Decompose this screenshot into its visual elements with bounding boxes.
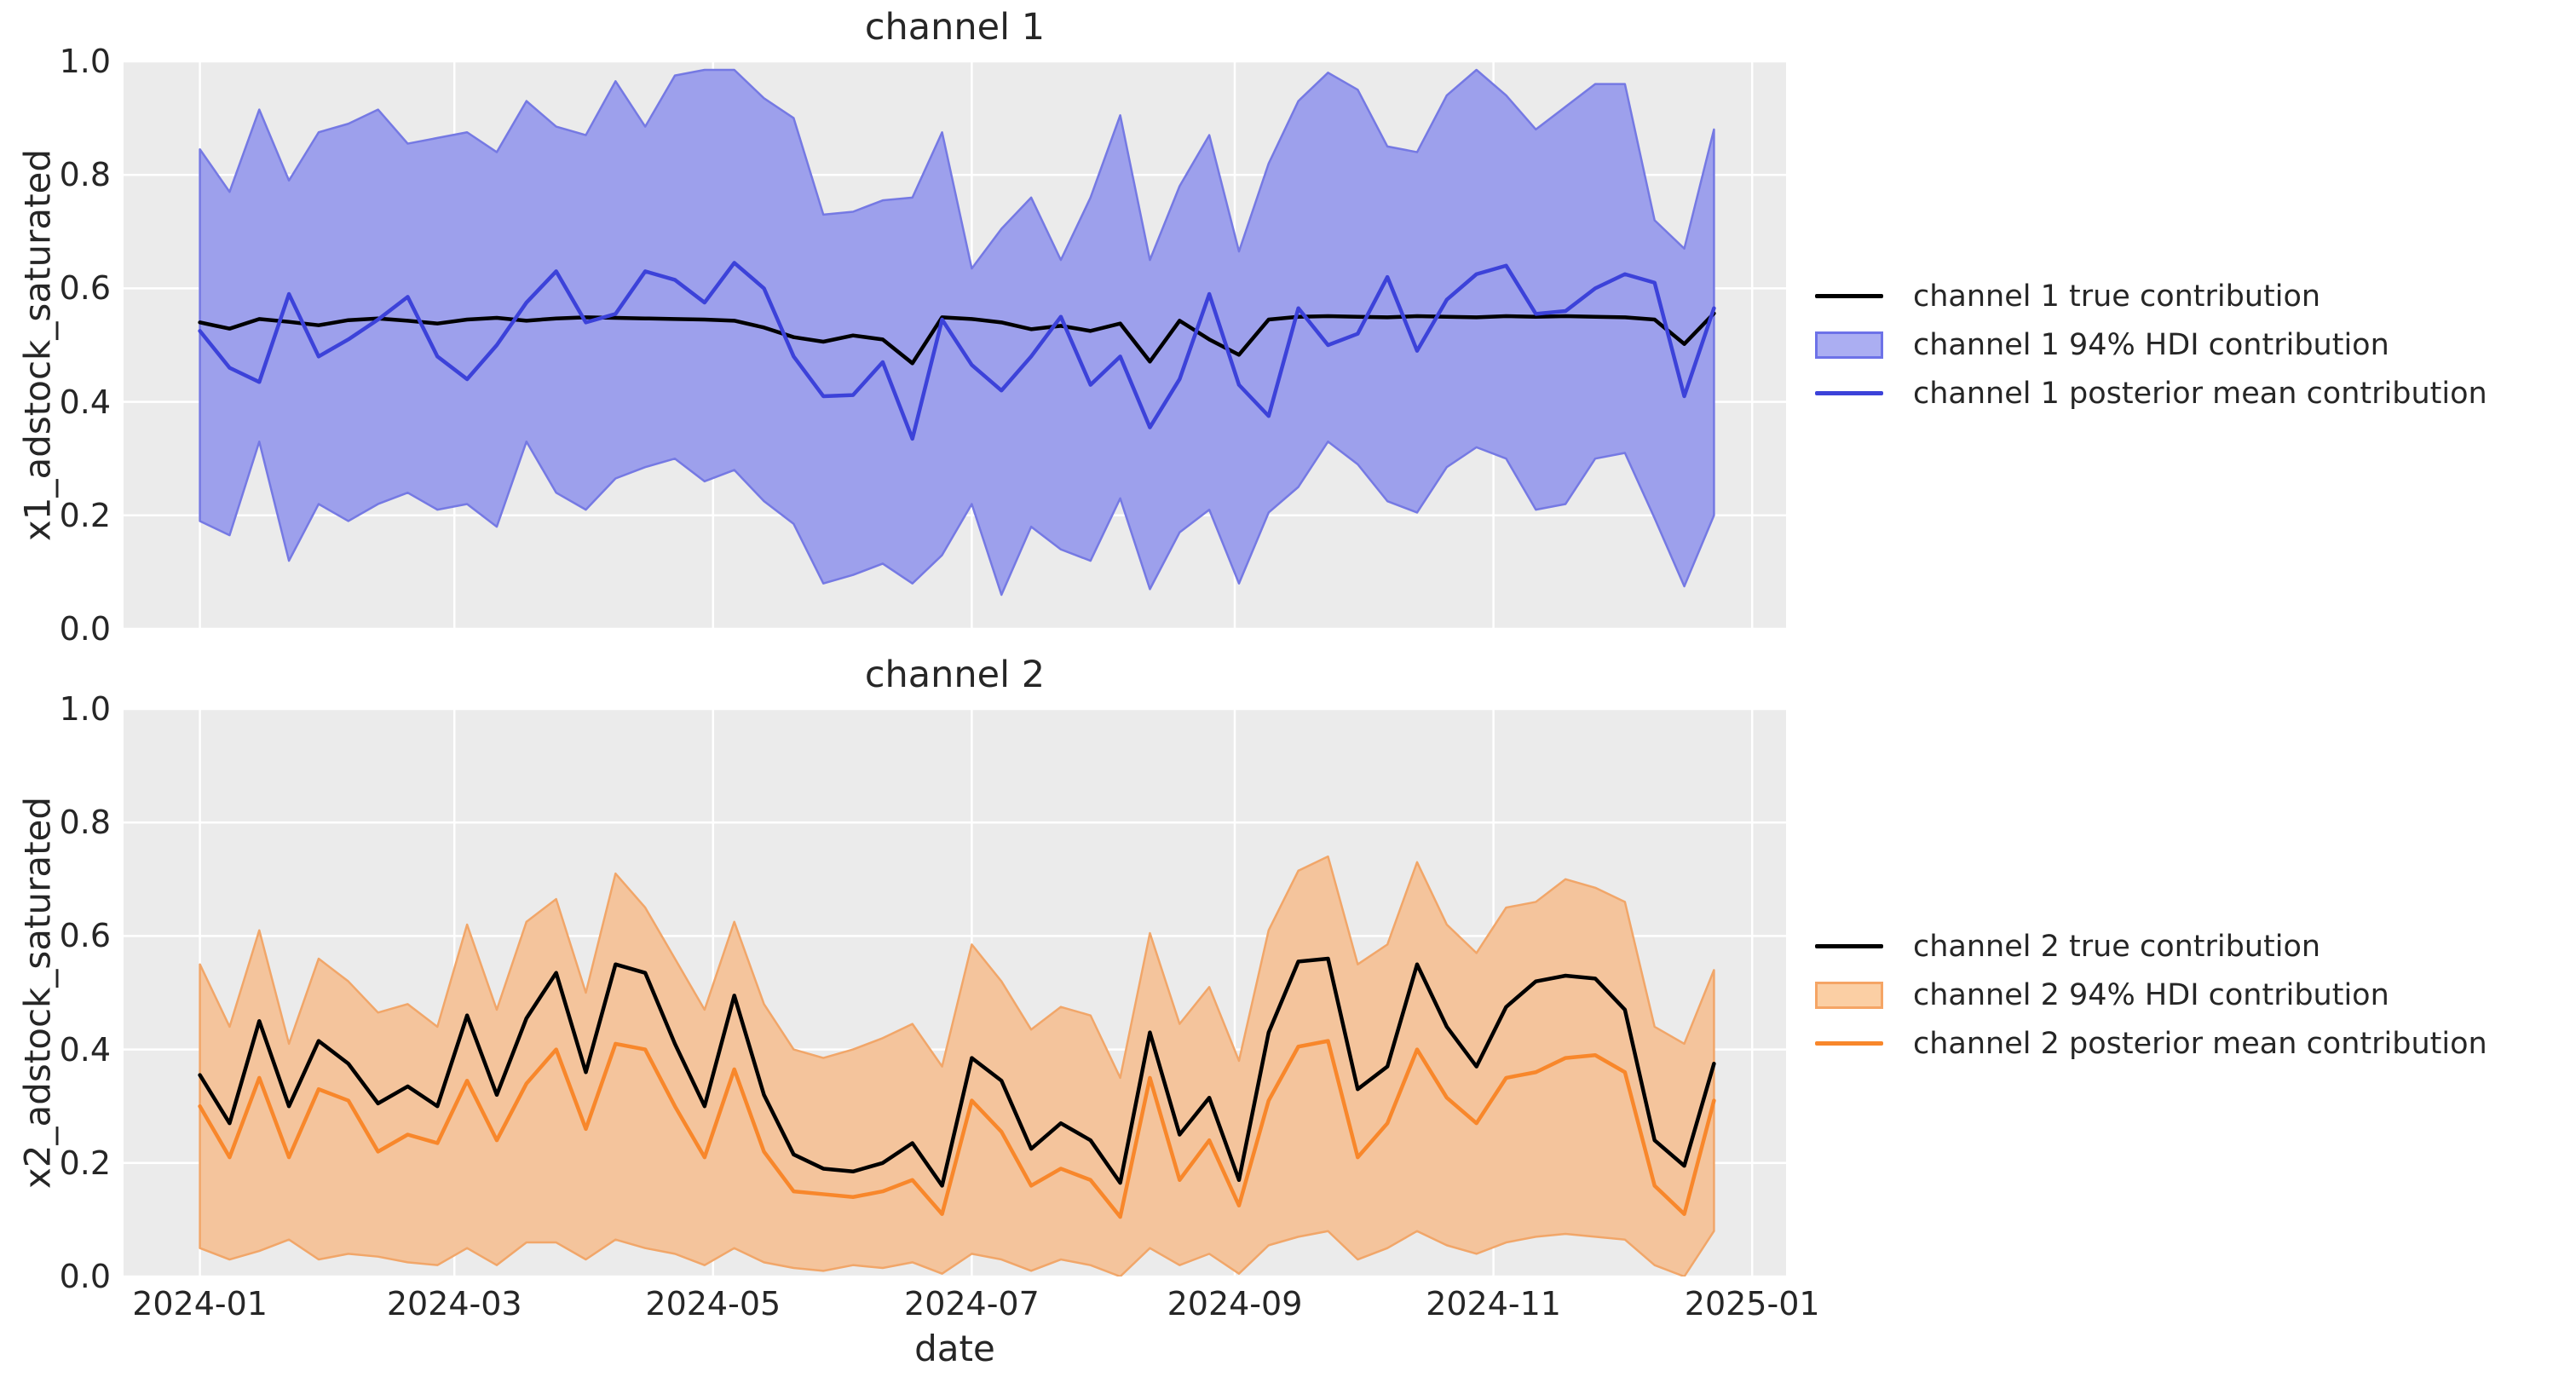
y-tick-label: 0.2: [59, 1144, 111, 1182]
chart2-y-axis-label: x2_adstock_saturated: [16, 796, 59, 1190]
y-tick-label: 0.2: [59, 496, 111, 534]
line-swatch: [1815, 294, 1883, 298]
chart2-plot-area: [124, 709, 1786, 1276]
chart1-y-axis-label: x1_adstock_saturated: [16, 148, 59, 542]
band-swatch: [1815, 331, 1883, 359]
chart2-canvas: [124, 709, 1786, 1276]
legend-item: channel 2 posterior mean contribution: [1815, 1019, 2487, 1068]
y-tick-label: 0.8: [59, 156, 111, 194]
x-axis-label: date: [914, 1328, 995, 1369]
x-tick-label: 2024-03: [386, 1285, 522, 1322]
line-swatch: [1815, 391, 1883, 395]
line-swatch: [1815, 1041, 1883, 1046]
y-tick-label: 0.4: [59, 383, 111, 421]
x-tick-label: 2024-11: [1426, 1285, 1561, 1322]
y-tick-label: 1.0: [59, 690, 111, 728]
y-tick-label: 0.8: [59, 804, 111, 842]
x-tick-label: 2024-05: [645, 1285, 781, 1322]
chart2-title: channel 2: [864, 654, 1046, 696]
legend-label: channel 1 true contribution: [1913, 279, 2321, 314]
y-tick-label: 0.0: [59, 610, 111, 648]
y-tick-label: 0.6: [59, 917, 111, 955]
y-tick-label: 0.4: [59, 1030, 111, 1069]
legend-item: channel 1 posterior mean contribution: [1815, 369, 2487, 418]
chart2-legend: channel 2 true contribution channel 2 94…: [1815, 922, 2487, 1068]
y-tick-label: 0.0: [59, 1258, 111, 1295]
legend-label: channel 2 true contribution: [1913, 929, 2321, 964]
chart1-legend: channel 1 true contribution channel 1 94…: [1815, 272, 2487, 418]
chart1-canvas: [124, 61, 1786, 629]
legend-item: channel 1 94% HDI contribution: [1815, 320, 2487, 369]
x-tick-label: 2025-01: [1684, 1285, 1820, 1322]
legend-item: channel 2 94% HDI contribution: [1815, 971, 2487, 1019]
y-tick-label: 0.6: [59, 269, 111, 308]
legend-label: channel 2 posterior mean contribution: [1913, 1026, 2487, 1061]
legend-label: channel 1 posterior mean contribution: [1913, 376, 2487, 411]
legend-item: channel 1 true contribution: [1815, 272, 2487, 320]
band-swatch: [1815, 981, 1883, 1009]
x-tick-label: 2024-01: [132, 1285, 268, 1322]
x-tick-label: 2024-09: [1167, 1285, 1303, 1322]
line-swatch: [1815, 944, 1883, 948]
x-tick-label: 2024-07: [904, 1285, 1040, 1322]
y-tick-label: 1.0: [59, 43, 111, 80]
legend-label: channel 2 94% HDI contribution: [1913, 977, 2389, 1012]
chart1-title: channel 1: [864, 6, 1046, 49]
legend-item: channel 2 true contribution: [1815, 922, 2487, 971]
chart1-plot-area: [124, 61, 1786, 629]
legend-label: channel 1 94% HDI contribution: [1913, 327, 2389, 362]
